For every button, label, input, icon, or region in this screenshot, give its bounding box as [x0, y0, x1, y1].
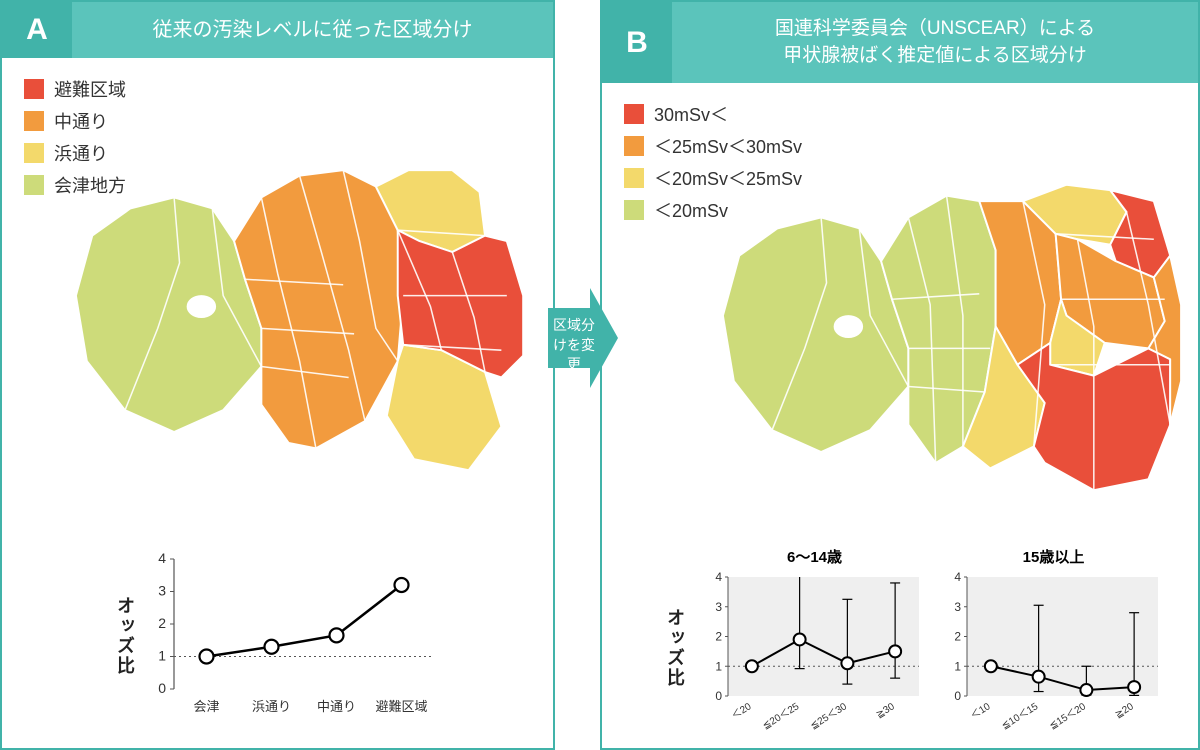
panel-b-title-line2: 甲状腺被ばく推定値による区域分け — [775, 43, 1095, 70]
odds-ratio-label-a: オッズ比 — [112, 596, 138, 676]
svg-text:3: 3 — [954, 600, 961, 614]
svg-text:≦20＜25: ≦20＜25 — [761, 701, 802, 732]
svg-text:4: 4 — [158, 551, 166, 566]
svg-text:中通り: 中通り — [317, 699, 356, 714]
svg-text:4: 4 — [954, 571, 961, 584]
svg-text:3: 3 — [715, 600, 722, 614]
chart-right-title: 15歳以上 — [1023, 546, 1085, 567]
chart-left-title: 6〜14歳 — [787, 546, 842, 567]
panel-b-map — [717, 152, 1187, 517]
svg-text:4: 4 — [715, 571, 722, 584]
svg-text:1: 1 — [715, 659, 722, 673]
panel-b-charts: オッズ比 6〜14歳 0 1 2 3 4 ＜20 ≦20＜25≦25＜30 ≧30 15歳以上… — [662, 546, 1182, 736]
panel-b-header: B 国連科学委員会（UNSCEAR）による 甲状腺被ばく推定値による区域分け — [602, 2, 1198, 83]
svg-text:1: 1 — [158, 648, 166, 664]
legend-item: 避難区域 — [24, 76, 531, 102]
legend-swatch — [624, 168, 644, 188]
svg-text:≦15＜20: ≦15＜20 — [1048, 701, 1089, 732]
legend-item: 30mSv＜ — [624, 101, 1176, 127]
panel-b-title-line1: 国連科学委員会（UNSCEAR）による — [775, 16, 1095, 43]
svg-text:2: 2 — [158, 615, 166, 631]
svg-text:＜20: ＜20 — [730, 701, 754, 722]
svg-text:2: 2 — [954, 630, 961, 644]
panel-b-title: 国連科学委員会（UNSCEAR）による 甲状腺被ばく推定値による区域分け — [672, 2, 1198, 83]
arrow-label: 区域分けを変更 — [552, 316, 596, 375]
panel-a-badge: A — [2, 2, 72, 58]
panel-a-chart: オッズ比 0 1 2 3 4 会津 浜通り 中通り 避難区域 — [112, 546, 452, 726]
legend-label: 30mSv＜ — [654, 101, 728, 127]
svg-text:≦10＜15: ≦10＜15 — [1000, 701, 1041, 732]
legend-swatch — [624, 200, 644, 220]
legend-label: 中通り — [54, 108, 108, 134]
svg-text:2: 2 — [715, 630, 722, 644]
legend-swatch — [24, 175, 44, 195]
legend-label: 避難区域 — [54, 76, 126, 102]
panel-b-badge: B — [602, 2, 672, 83]
legend-swatch — [24, 111, 44, 131]
legend-item: 中通り — [24, 108, 531, 134]
panel-b-chart-left: 6〜14歳 0 1 2 3 4 ＜20 ≦20＜25≦25＜30 ≧30 — [702, 546, 927, 736]
svg-text:0: 0 — [715, 689, 722, 703]
svg-text:≦25＜30: ≦25＜30 — [809, 701, 850, 732]
panel-a-title: 従来の汚染レベルに従った区域分け — [72, 2, 553, 58]
legend-swatch — [624, 136, 644, 156]
svg-text:＜10: ＜10 — [969, 701, 993, 722]
legend-swatch — [24, 143, 44, 163]
panel-b-chart-right: 15歳以上 0 1 2 3 4 ＜10 ≦10＜15≦15＜20 ≧20 — [941, 546, 1166, 736]
svg-text:会津: 会津 — [193, 699, 219, 714]
panel-a-header: A 従来の汚染レベルに従った区域分け — [2, 2, 553, 58]
odds-ratio-label-b: オッズ比 — [662, 608, 688, 688]
svg-text:避難区域: 避難区域 — [375, 699, 427, 714]
svg-text:≧30: ≧30 — [874, 701, 897, 721]
svg-text:0: 0 — [158, 680, 166, 696]
svg-text:浜通り: 浜通り — [252, 699, 291, 714]
legend-swatch — [624, 104, 644, 124]
svg-text:0: 0 — [954, 689, 961, 703]
change-arrow: 区域分けを変更 — [548, 278, 618, 398]
panel-b: B 国連科学委員会（UNSCEAR）による 甲状腺被ばく推定値による区域分け 3… — [600, 0, 1200, 750]
panel-a-map — [70, 132, 540, 497]
svg-text:3: 3 — [158, 583, 166, 599]
svg-text:1: 1 — [954, 659, 961, 673]
legend-swatch — [24, 79, 44, 99]
svg-text:≧20: ≧20 — [1113, 701, 1136, 721]
panel-a: A 従来の汚染レベルに従った区域分け 避難区域中通り浜通り会津地方 オッズ比 0… — [0, 0, 555, 750]
